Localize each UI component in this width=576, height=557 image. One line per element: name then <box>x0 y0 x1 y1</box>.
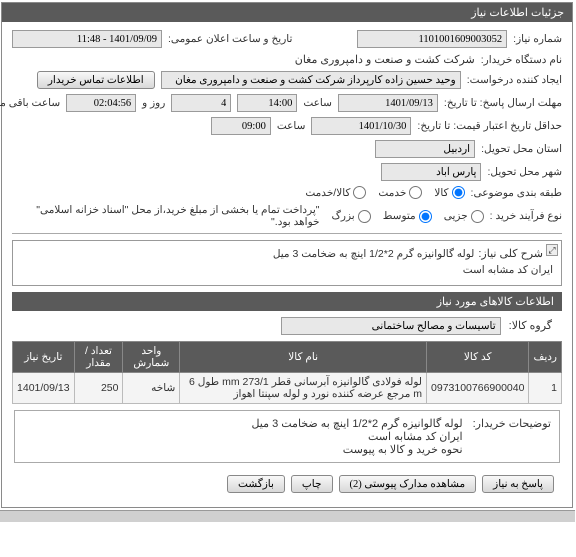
buyer-note-text: لوله گالوانیزه گرم 2*1/2 اینچ به ضخامت 3… <box>252 417 463 456</box>
cat-both-radio[interactable] <box>354 186 367 199</box>
validity-label: حداقل تاریخ اعتبار قیمت: تا تاریخ: <box>418 120 563 132</box>
p-large-option[interactable]: بزرگ <box>333 210 372 223</box>
footer-buttons: پاسخ به نیاز مشاهده مدارک پیوستی (2) چاپ… <box>13 469 563 499</box>
announce-field[interactable] <box>13 30 163 48</box>
cell-unit: شاخه <box>124 372 181 403</box>
description-fieldset: ⤢ شرح کلی نیاز: لوله گالوانیزه گرم 2*1/2… <box>13 240 563 286</box>
panel-title: جزئیات اطلاعات نیاز <box>472 7 565 19</box>
days-label: روز و <box>143 97 166 109</box>
cat-both-option[interactable]: کالا/خدمت <box>306 186 367 199</box>
scrollbar-track[interactable] <box>0 510 576 522</box>
requester-label: ایجاد کننده درخواست: <box>468 74 563 86</box>
cat-goods-radio[interactable] <box>453 186 466 199</box>
days-field[interactable] <box>172 94 232 112</box>
purchase-radio-group: جزیی متوسط بزرگ <box>333 210 485 223</box>
buyer-org-label: نام دستگاه خریدار: <box>482 54 563 66</box>
category-radio-group: کالا خدمت کالا/خدمت <box>306 186 465 199</box>
buyer-note-box: توضیحات خریدار: لوله گالوانیزه گرم 2*1/2… <box>15 410 561 463</box>
cell-name: لوله فولادی گالوانیزه آبرسانی قطر 273/1 … <box>181 372 428 403</box>
panel-header: جزئیات اطلاعات نیاز <box>3 3 573 22</box>
th-code: کد کالا <box>428 341 530 372</box>
th-unit: واحد شمارش <box>124 341 181 372</box>
form-area: شماره نیاز: تاریخ و ساعت اعلان عمومی: نا… <box>3 22 573 507</box>
group-field[interactable] <box>282 317 502 335</box>
desc-legend: شرح کلی نیاز: <box>475 247 548 260</box>
time-label-2: ساعت <box>278 120 307 132</box>
contact-buyer-button[interactable]: اطلاعات تماس خریدار <box>38 71 156 89</box>
items-table: ردیف کد کالا نام کالا واحد شمارش تعداد /… <box>13 341 563 404</box>
city-label: شهر محل تحویل: <box>488 166 563 178</box>
province-label: استان محل تحویل: <box>482 143 563 155</box>
desc-text: لوله گالوانیزه گرم 2*1/2 اینچ به ضخامت 3… <box>22 247 554 279</box>
buyer-org-value: شرکت کشت و صنعت و دامپروری مغان <box>296 53 476 66</box>
items-section-bar: اطلاعات کالاهای مورد نیاز <box>13 292 563 311</box>
buyer-note-label: توضیحات خریدار: <box>474 417 552 456</box>
table-header-row: ردیف کد کالا نام کالا واحد شمارش تعداد /… <box>14 341 563 372</box>
need-no-field[interactable] <box>358 30 508 48</box>
p-large-radio[interactable] <box>359 210 372 223</box>
cell-date: 1401/09/13 <box>14 372 76 403</box>
deadline-label: مهلت ارسال پاسخ: تا تاریخ: <box>445 97 563 109</box>
th-date: تاریخ نیاز <box>14 341 76 372</box>
need-no-label: شماره نیاز: <box>514 33 563 45</box>
separator <box>13 233 563 234</box>
remain-time-field[interactable] <box>67 94 137 112</box>
payment-note: "پرداخت تمام یا بخشی از مبلغ خرید،از محل… <box>13 204 321 228</box>
expand-icon[interactable]: ⤢ <box>547 244 559 256</box>
th-name: نام کالا <box>181 341 428 372</box>
requester-field[interactable] <box>162 71 462 89</box>
cell-idx: 1 <box>530 372 563 403</box>
purchase-label: نوع فرآیند خرید : <box>491 210 563 222</box>
p-medium-option[interactable]: متوسط <box>384 210 433 223</box>
cat-service-radio[interactable] <box>410 186 423 199</box>
group-label: گروه کالا: <box>510 319 553 332</box>
details-panel: جزئیات اطلاعات نیاز شماره نیاز: تاریخ و … <box>2 2 574 508</box>
items-bar-title: اطلاعات کالاهای مورد نیاز <box>438 296 555 308</box>
deadline-time-field[interactable] <box>238 94 298 112</box>
cell-qty: 250 <box>75 372 124 403</box>
th-idx: ردیف <box>530 341 563 372</box>
back-button[interactable]: بازگشت <box>228 475 286 493</box>
city-field[interactable] <box>382 163 482 181</box>
validity-time-field[interactable] <box>212 117 272 135</box>
cell-code: 0973100766900040 <box>428 372 530 403</box>
cat-goods-option[interactable]: کالا <box>435 186 465 199</box>
category-label: طبقه بندی موضوعی: <box>472 187 563 199</box>
p-medium-radio[interactable] <box>420 210 433 223</box>
deadline-date-field[interactable] <box>339 94 439 112</box>
announce-label: تاریخ و ساعت اعلان عمومی: <box>169 33 293 45</box>
cat-service-option[interactable]: خدمت <box>379 186 423 199</box>
print-button[interactable]: چاپ <box>292 475 334 493</box>
p-small-option[interactable]: جزیی <box>445 210 485 223</box>
remain-label: ساعت باقی مانده <box>0 97 61 109</box>
attachments-button[interactable]: مشاهده مدارک پیوستی (2) <box>340 475 478 493</box>
reply-button[interactable]: پاسخ به نیاز <box>483 475 555 493</box>
table-row[interactable]: 1 0973100766900040 لوله فولادی گالوانیزه… <box>14 372 563 403</box>
th-qty: تعداد / مقدار <box>75 341 124 372</box>
p-small-radio[interactable] <box>472 210 485 223</box>
time-label-1: ساعت <box>304 97 333 109</box>
validity-date-field[interactable] <box>312 117 412 135</box>
province-field[interactable] <box>376 140 476 158</box>
